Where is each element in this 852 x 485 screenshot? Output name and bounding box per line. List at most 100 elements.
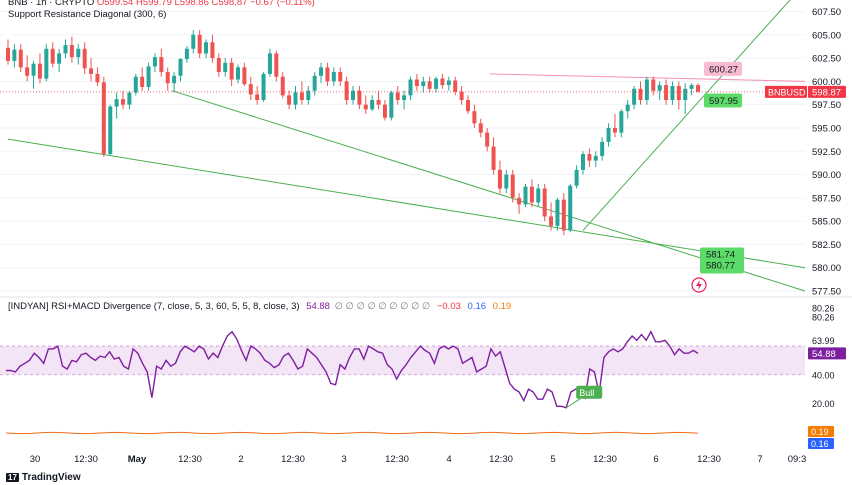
falling-diagonal-line	[171, 90, 806, 292]
candle-body	[542, 188, 547, 217]
time-tick-label: 4	[446, 454, 451, 465]
candle-body	[683, 88, 688, 101]
bull-badge: Bull	[579, 388, 594, 398]
rising-support-line	[582, 0, 791, 231]
label-rising-support: 597.95	[709, 96, 738, 107]
candle-body	[236, 67, 240, 80]
symbol-title: BNB · 1h · CRYPTO	[8, 0, 95, 8]
macd-pane: 0.19 0.16	[5, 426, 834, 449]
price-axis[interactable]: 607.50 605.00 602.50 600.00 597.50 595.00 592.…	[765, 7, 846, 298]
candle-body	[466, 100, 470, 112]
time-tick-label: May	[128, 454, 147, 465]
time-tick-label: 6	[653, 454, 658, 465]
candle-body	[127, 92, 132, 105]
label-resistance-bg	[704, 61, 742, 76]
candle-body	[357, 90, 362, 105]
candle-body	[561, 199, 566, 231]
candle-body	[344, 81, 349, 101]
candle-body	[536, 188, 541, 203]
candle-body	[606, 127, 611, 142]
candle-body	[657, 85, 662, 91]
candle-body	[242, 67, 247, 85]
candle-body	[485, 132, 490, 147]
candle-body	[600, 141, 605, 156]
time-tick-label: 3	[341, 454, 346, 465]
price-tick-label: 592.50	[812, 147, 841, 158]
null-values: ∅ ∅ ∅ ∅ ∅ ∅ ∅ ∅ ∅	[334, 301, 431, 312]
candle-body	[651, 79, 656, 91]
last-price-tag-bg	[808, 85, 846, 98]
price-tick-label: 585.00	[812, 217, 841, 228]
label-resistance: 600.27	[709, 64, 738, 75]
symbol-tag: BNBUSD	[768, 87, 806, 97]
candle-body	[287, 95, 292, 105]
label-lower-2: 580.77	[706, 260, 735, 271]
macd-value-tag-bg	[808, 438, 834, 449]
alert-icon[interactable]	[691, 277, 707, 293]
candle-body	[472, 111, 477, 124]
time-tick-label: 12:30	[281, 454, 305, 465]
candle-body	[676, 86, 681, 101]
candle-body	[389, 92, 394, 118]
resistance-line	[489, 73, 806, 82]
trendlines	[7, 0, 806, 292]
candle-body	[261, 73, 266, 101]
candle-body	[363, 104, 368, 110]
candle-body	[612, 127, 617, 133]
tradingview-mark-icon: 17	[6, 473, 19, 482]
candle-body	[191, 34, 196, 49]
rsi-legend-value: 54.88	[306, 301, 330, 312]
candle-body	[6, 47, 10, 61]
tradingview-logo[interactable]: 17 TradingView	[6, 472, 81, 483]
candle-body	[31, 63, 36, 76]
macd-value-tag: 0.16	[811, 439, 829, 449]
candle-body	[593, 155, 598, 161]
candle-body	[510, 174, 515, 198]
price-tick-label: 590.00	[812, 170, 841, 181]
price-tick-label: 607.50	[812, 7, 841, 18]
candle-body	[632, 88, 637, 105]
time-axis[interactable]: 30 12:30 May 12:30 2 12:30 3 12:30 4 12:30 5 12:30 6…	[30, 454, 807, 465]
candle-body	[223, 62, 228, 73]
time-tick-label: 09:3	[788, 454, 807, 465]
label-rising-support-bg	[704, 93, 742, 108]
candle-body	[114, 99, 119, 107]
candle-body	[549, 216, 554, 226]
candlestick-series	[6, 30, 700, 236]
candle-body	[280, 76, 285, 96]
candle-body	[446, 80, 451, 86]
candle-body	[267, 53, 272, 74]
candle-body	[184, 48, 189, 60]
rsi-tick-label: 40.00	[812, 370, 835, 380]
candle-body	[172, 75, 177, 84]
candle-body	[351, 90, 355, 101]
price-tick-label: 597.50	[812, 100, 841, 111]
candle-body	[121, 99, 125, 105]
time-tick-label: 5	[550, 454, 555, 465]
candle-body	[453, 80, 458, 92]
candle-body	[619, 111, 624, 133]
candle-body	[50, 48, 55, 64]
candle-body	[101, 82, 106, 155]
candle-body	[427, 81, 432, 89]
candle-body	[370, 100, 375, 110]
rsi-value-tag-bg	[808, 347, 846, 360]
candle-body	[197, 34, 202, 54]
lower-diagonal-line	[7, 138, 806, 269]
price-tick-label: 605.00	[812, 30, 841, 41]
candle-body	[408, 79, 413, 96]
candle-body	[331, 72, 336, 82]
candle-body	[37, 63, 42, 79]
candle-body	[625, 104, 630, 112]
candle-body	[529, 186, 534, 203]
last-price-tag: 598.87	[812, 87, 841, 98]
candle-body	[587, 154, 592, 161]
candle-body	[689, 85, 694, 89]
candle-body	[402, 95, 407, 101]
candle-body	[644, 79, 649, 101]
rsi-tick-label: 80.26	[812, 312, 835, 322]
candle-body	[82, 48, 87, 69]
time-tick-label: 2	[238, 454, 243, 465]
